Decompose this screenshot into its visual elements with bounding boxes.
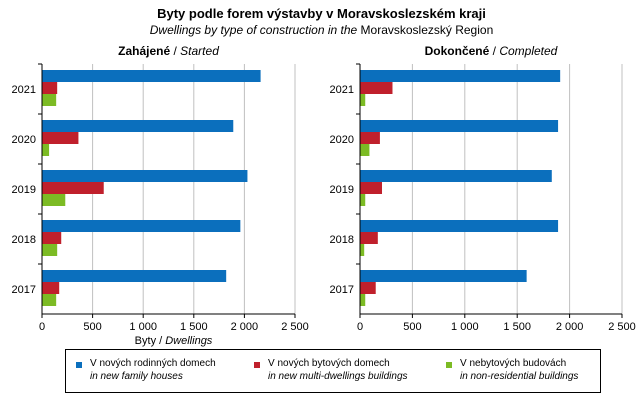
legend-label-en: in non-residential buildings <box>460 371 579 382</box>
bar-multi-2019 <box>42 182 104 194</box>
panel-title-sep: / <box>170 44 180 58</box>
bar-family-2019 <box>360 170 552 182</box>
bar-nonres-2017 <box>42 294 57 306</box>
bar-family-2021 <box>360 70 561 82</box>
bar-nonres-2018 <box>360 244 365 256</box>
x-axis-label-plain: Byty / <box>135 335 166 347</box>
bar-multi-2019 <box>360 182 383 194</box>
legend-text-nonres: V nebytových budovách in non-residential… <box>460 357 578 383</box>
y-tick-label: 2020 <box>330 134 354 146</box>
y-tick-label: 2019 <box>330 184 354 196</box>
x-tick-label: 2 000 <box>556 321 584 333</box>
y-tick-label: 2018 <box>12 234 36 246</box>
x-tick-label: 1 000 <box>129 321 157 333</box>
bar-nonres-2021 <box>42 94 57 106</box>
x-tick-label: 1 500 <box>503 321 531 333</box>
legend-item-nonres: V nebytových budovách in non-residential… <box>446 357 578 383</box>
bar-family-2017 <box>360 270 527 282</box>
legend-swatch-family <box>76 362 82 368</box>
legend-label-cz: V nebytových budovách <box>460 358 567 369</box>
bar-family-2019 <box>42 170 248 182</box>
bar-multi-2017 <box>42 282 60 294</box>
x-tick-label: 0 <box>39 321 45 333</box>
bar-family-2018 <box>360 220 559 232</box>
bar-multi-2018 <box>360 232 378 244</box>
legend-label-cz: V nových bytových domech <box>268 358 390 369</box>
y-tick-label: 2017 <box>330 284 354 296</box>
legend-label-en: in new multi-dwellings buildings <box>268 371 408 382</box>
x-axis-label-italic: Dwellings <box>165 335 213 347</box>
chart-panel-started: Zahájené / Started 0 500 1 000 1 500 2 000 2 5… <box>12 44 309 347</box>
y-tick-label: 2021 <box>12 84 36 96</box>
panel-title-italic: Started <box>180 44 219 58</box>
panel-title-bold: Dokončené <box>425 44 490 58</box>
x-tick-label: 500 <box>403 321 421 333</box>
x-axis-label: Byty / Dwellings <box>135 335 213 347</box>
panel-title-sep: / <box>489 44 499 58</box>
bar-nonres-2019 <box>42 194 66 206</box>
legend-swatch-multi <box>254 362 260 368</box>
legend-label-cz: V nových rodinných domech <box>90 358 216 369</box>
chart-subtitle: Dwellings by type of construction in the… <box>0 23 643 37</box>
y-tick-label: 2017 <box>12 284 36 296</box>
y-tick-label: 2019 <box>12 184 36 196</box>
x-tick-label: 500 <box>83 321 101 333</box>
bar-nonres-2021 <box>360 94 366 106</box>
legend-swatch-nonres <box>446 362 452 368</box>
bar-nonres-2017 <box>360 294 366 306</box>
panel-title-italic: Completed <box>499 44 557 58</box>
bar-multi-2021 <box>360 82 393 94</box>
legend: V nových rodinných domech in new family … <box>65 349 601 393</box>
bar-multi-2021 <box>42 82 58 94</box>
legend-text-family: V nových rodinných domech in new family … <box>90 357 216 383</box>
bar-nonres-2020 <box>360 144 370 156</box>
x-tick-label: 0 <box>357 321 363 333</box>
y-tick-label: 2021 <box>330 84 354 96</box>
bar-nonres-2020 <box>42 144 50 156</box>
bar-multi-2017 <box>360 282 376 294</box>
x-tick-label: 2 500 <box>608 321 636 333</box>
bar-multi-2020 <box>360 132 380 144</box>
legend-label-en: in new family houses <box>90 371 183 382</box>
bar-multi-2020 <box>42 132 79 144</box>
legend-text-multi: V nových bytových domech in new multi-dw… <box>268 357 408 383</box>
bar-nonres-2019 <box>360 194 366 206</box>
x-tick-label: 1 000 <box>451 321 479 333</box>
panel-title: Dokončené / Completed <box>425 44 558 58</box>
bar-family-2020 <box>360 120 559 132</box>
y-tick-label: 2018 <box>330 234 354 246</box>
bar-family-2017 <box>42 270 227 282</box>
chart-panel-completed: Dokončené / Completed 0 500 1 000 1 500 2 000… <box>330 44 636 333</box>
subtitle-italic: Dwellings by type of construction in the <box>149 23 361 37</box>
bar-family-2018 <box>42 220 241 232</box>
chart-title: Byty podle forem výstavby v Moravskoslez… <box>157 6 486 21</box>
x-tick-label: 1 500 <box>180 321 208 333</box>
legend-item-family: V nových rodinných domech in new family … <box>76 357 216 383</box>
x-tick-label: 2 500 <box>281 321 309 333</box>
panel-title: Zahájené / Started <box>118 44 219 58</box>
subtitle-plain: Moravskoslezský Region <box>360 23 494 37</box>
bar-nonres-2018 <box>42 244 58 256</box>
bar-family-2021 <box>42 70 261 82</box>
y-tick-label: 2020 <box>12 134 36 146</box>
x-tick-label: 2 000 <box>231 321 259 333</box>
panel-title-bold: Zahájené <box>118 44 170 58</box>
bar-family-2020 <box>42 120 234 132</box>
bar-multi-2018 <box>42 232 62 244</box>
legend-item-multi: V nových bytových domech in new multi-dw… <box>254 357 408 383</box>
